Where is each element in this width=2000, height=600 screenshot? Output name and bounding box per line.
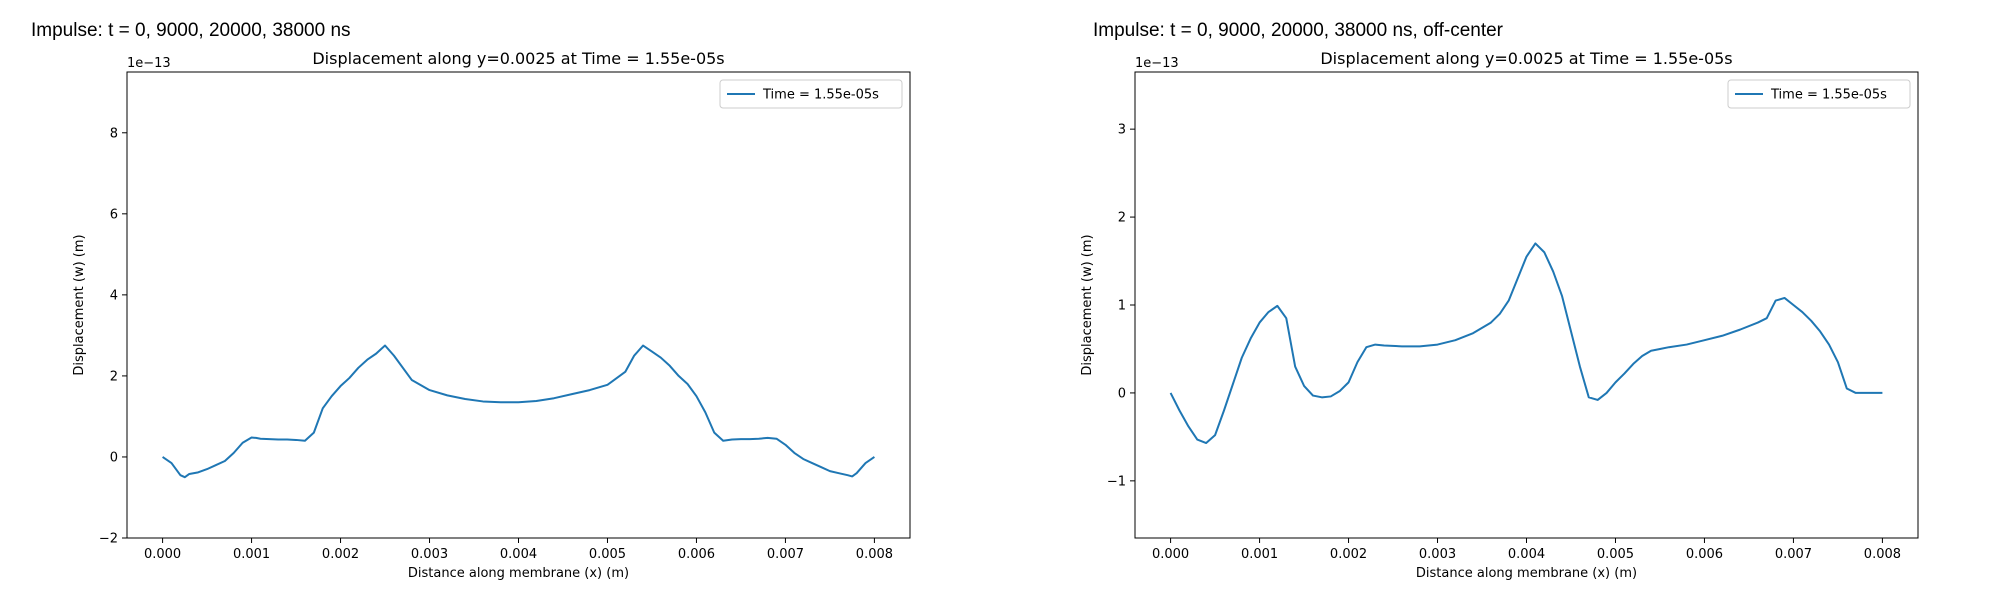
y-tick-label: 3 [1118, 123, 1126, 138]
x-tick-label: 0.000 [144, 547, 181, 562]
x-tick-label: 0.007 [1775, 547, 1812, 562]
plot-title: Displacement along y=0.0025 at Time = 1.… [1320, 49, 1732, 68]
x-axis-label: Distance along membrane (x) (m) [408, 566, 629, 581]
y-tick-label: 0 [110, 450, 118, 465]
x-tick-label: 0.008 [856, 547, 893, 562]
x-tick-label: 0.001 [1241, 547, 1278, 562]
y-tick-label: 1 [1118, 299, 1126, 314]
x-tick-label: 0.002 [322, 547, 359, 562]
y-tick-label: 0 [1118, 386, 1126, 401]
legend: Time = 1.55e-05s [719, 79, 903, 109]
legend-label: Time = 1.55e-05s [1770, 88, 1887, 103]
x-axis-label: Distance along membrane (x) (m) [1416, 566, 1637, 581]
x-tick-label: 0.004 [1508, 547, 1545, 562]
y-tick-label: 2 [1118, 211, 1126, 226]
x-tick-label: 0.008 [1864, 547, 1901, 562]
x-tick-label: 0.005 [1597, 547, 1634, 562]
legend-box [1727, 79, 1911, 109]
series-line [1169, 242, 1883, 445]
chart-1: Displacement along y=0.0025 at Time = 1.… [1080, 49, 1919, 581]
y-tick-label: −2 [99, 532, 118, 547]
legend-label: Time = 1.55e-05s [762, 88, 879, 103]
y-tick-label: 6 [110, 207, 118, 222]
x-tick-label: 0.004 [500, 547, 537, 562]
legend-box [719, 79, 903, 109]
x-tick-label: 0.002 [1330, 547, 1367, 562]
y-tick-label: 4 [110, 288, 118, 303]
y-scale-label: 1e−13 [127, 56, 171, 71]
x-tick-label: 0.005 [589, 547, 626, 562]
panel-title-right: Impulse: t = 0, 9000, 20000, 38000 ns, o… [1093, 20, 1504, 41]
y-axis-label: Displacement (w) (m) [1080, 234, 1095, 375]
plot-frame [1134, 71, 1919, 539]
series-line [162, 344, 875, 479]
y-axis-label: Displacement (w) (m) [72, 234, 87, 375]
chart-0: Displacement along y=0.0025 at Time = 1.… [72, 49, 911, 581]
plot-frame [126, 71, 911, 539]
y-tick-label: −1 [1107, 474, 1126, 489]
panel-title-left: Impulse: t = 0, 9000, 20000, 38000 ns [31, 20, 351, 41]
x-tick-label: 0.006 [678, 547, 715, 562]
x-tick-label: 0.006 [1686, 547, 1723, 562]
x-tick-label: 0.003 [1419, 547, 1456, 562]
x-tick-label: 0.001 [233, 547, 270, 562]
y-scale-label: 1e−13 [1135, 56, 1179, 71]
x-tick-label: 0.000 [1152, 547, 1189, 562]
plot-title: Displacement along y=0.0025 at Time = 1.… [312, 49, 724, 68]
y-tick-label: 2 [110, 369, 118, 384]
y-tick-label: 8 [110, 126, 118, 141]
legend: Time = 1.55e-05s [1727, 79, 1911, 109]
x-tick-label: 0.003 [411, 547, 448, 562]
x-tick-label: 0.007 [767, 547, 804, 562]
